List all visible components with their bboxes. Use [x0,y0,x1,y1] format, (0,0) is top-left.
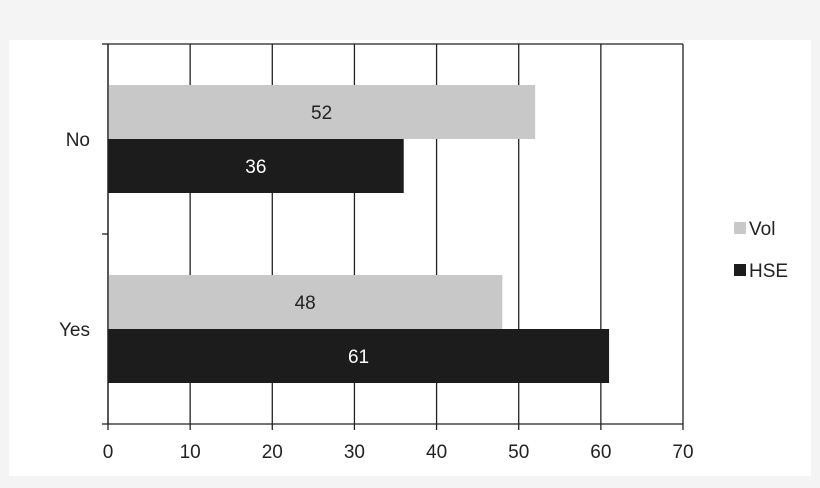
x-tick-label-30: 30 [344,442,365,463]
legend-swatch-hse [734,264,746,276]
data-label-no-hse: 36 [245,157,266,178]
x-tick-label-50: 50 [508,442,529,463]
x-tick-label-10: 10 [180,442,201,463]
bar-no-vol [108,85,536,139]
category-label-yes: Yes [59,320,90,341]
legend-label-hse: HSE [749,261,788,282]
axes [102,43,684,430]
bar-no-hse [108,139,404,193]
bar-yes-vol [108,275,503,329]
data-label-yes-hse: 61 [348,347,369,368]
legend-swatch-vol [734,222,746,234]
x-tick-label-0: 0 [103,442,114,463]
labels: 0 10 20 30 40 50 60 70 No 52 36 Yes 48 61 [59,103,694,463]
data-label-no-vol: 52 [311,103,332,124]
x-tick-label-20: 20 [262,442,283,463]
x-tick-label-60: 60 [590,442,611,463]
x-tick-label-40: 40 [426,442,447,463]
legend: Vol HSE [734,219,788,282]
bar-yes-hse [108,329,610,383]
x-tick-label-70: 70 [672,442,693,463]
bars [108,85,610,383]
legend-label-vol: Vol [749,219,775,240]
data-label-yes-vol: 48 [295,293,316,314]
category-label-no: No [66,130,90,151]
